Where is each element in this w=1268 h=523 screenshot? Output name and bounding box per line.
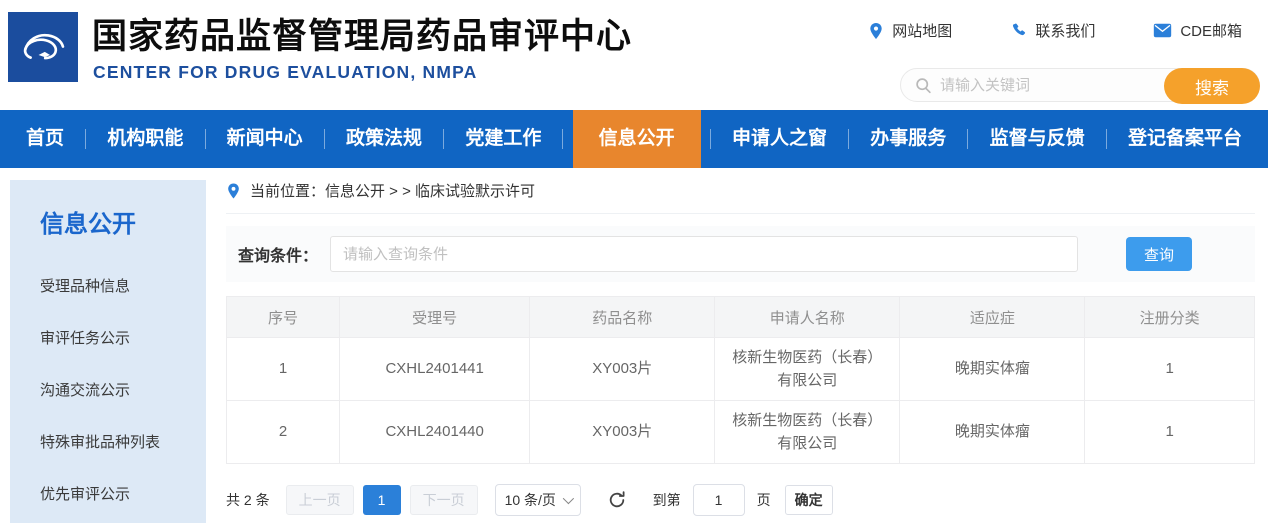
page-unit-label: 页 xyxy=(756,492,771,508)
site-title-chinese: 国家药品监督管理局药品审评中心 xyxy=(92,17,633,56)
table-row-0: 1 CXHL2401441 XY003片 核新生物医药（长春）有限公司 晚期实体瘤 1 xyxy=(225,337,1255,401)
goto-page-label: 到第 xyxy=(652,492,681,508)
column-header-5: 注册分类 xyxy=(1084,296,1255,338)
nav-item-1[interactable]: 机构职能 xyxy=(107,128,184,149)
nav-separator xyxy=(443,129,445,149)
sidebar-items: 受理品种信息审评任务公示沟通交流公示特殊审批品种列表优先审评公示突破性治疗公示 xyxy=(40,261,196,523)
breadcrumb: 当前位置：信息公开 > > 临床试验默示许可 xyxy=(226,168,1255,214)
main-nav: 首页 机构职能 新闻中心 政策法规 党建工作 信息公开 申请人之窗 办事服务 监督与反馈 登记备案… xyxy=(0,110,1268,168)
location-pin-icon xyxy=(228,183,239,198)
query-button[interactable]: 查询 xyxy=(1126,237,1193,271)
nav-item-2[interactable]: 新闻中心 xyxy=(226,128,303,149)
table-cell-1-4: 晚期实体瘤 xyxy=(899,400,1086,464)
mailbox-link[interactable]: CDE邮箱 xyxy=(1153,20,1242,41)
table-cell-1-5: 1 xyxy=(1084,400,1255,464)
sidebar-item-2[interactable]: 沟通交流公示 xyxy=(40,382,131,399)
column-header-0: 序号 xyxy=(225,296,341,338)
location-pin-icon xyxy=(870,22,882,39)
table-cell-1-2: XY003片 xyxy=(529,400,716,464)
sidebar-item-3[interactable]: 特殊审批品种列表 xyxy=(40,434,161,451)
prev-page-button[interactable]: 上一页 xyxy=(285,485,354,515)
goto-page-input[interactable] xyxy=(692,484,745,516)
column-header-1: 受理号 xyxy=(339,296,531,338)
query-bar: 查询条件： 查询 xyxy=(226,226,1255,282)
sidebar-item-1[interactable]: 审评任务公示 xyxy=(40,330,131,347)
page-size-value: 10 条/页 xyxy=(504,492,556,508)
nav-separator xyxy=(709,129,711,149)
sidebar-title: 信息公开 xyxy=(40,211,136,238)
sidebar: 信息公开 受理品种信息审评任务公示沟通交流公示特殊审批品种列表优先审评公示突破性… xyxy=(10,180,206,523)
nav-separator xyxy=(204,129,206,149)
nav-item-0[interactable]: 首页 xyxy=(26,128,65,149)
nav-separator xyxy=(1105,129,1107,149)
chevron-down-icon xyxy=(562,492,574,505)
refresh-icon[interactable] xyxy=(607,490,627,510)
header-quick-links: 网站地图 联系我们 CDE邮箱 xyxy=(868,20,1242,41)
cde-logo xyxy=(8,12,78,82)
nav-separator xyxy=(85,129,87,149)
pagination: 共 2 条 上一页 1 下一页 10 条/页 到第 页 确定 xyxy=(226,484,1255,516)
breadcrumb-label: 当前位置：信息公开 > > 临床试验默示许可 xyxy=(250,183,536,200)
contact-label: 联系我们 xyxy=(1035,23,1096,40)
sidebar-item-4[interactable]: 优先审评公示 xyxy=(40,486,131,503)
current-page-button[interactable]: 1 xyxy=(362,485,401,515)
mailbox-label: CDE邮箱 xyxy=(1180,23,1242,40)
nav-item-5-active[interactable]: 信息公开 xyxy=(572,110,701,168)
sitemap-link[interactable]: 网站地图 xyxy=(868,20,952,41)
column-header-3: 申请人名称 xyxy=(714,296,901,338)
sitemap-label: 网站地图 xyxy=(892,23,953,40)
table-cell-1-3: 核新生物医药（长春）有限公司 xyxy=(714,400,901,464)
table-cell-0-2: XY003片 xyxy=(529,337,716,401)
nav-item-6[interactable]: 申请人之窗 xyxy=(731,128,827,149)
query-input[interactable] xyxy=(330,236,1079,272)
nav-separator xyxy=(967,129,969,149)
page-size-select[interactable]: 10 条/页 xyxy=(494,484,581,516)
table-cell-0-3: 核新生物医药（长春）有限公司 xyxy=(714,337,901,401)
nav-item-3[interactable]: 政策法规 xyxy=(345,128,422,149)
table-row-1: 2 CXHL2401440 XY003片 核新生物医药（长春）有限公司 晚期实体瘤 1 xyxy=(225,400,1255,464)
page-body: 信息公开 受理品种信息审评任务公示沟通交流公示特殊审批品种列表优先审评公示突破性… xyxy=(0,168,1268,523)
nav-item-4[interactable]: 党建工作 xyxy=(465,128,542,149)
site-header: 国家药品监督管理局药品审评中心 CENTER FOR DRUG EVALUATI… xyxy=(0,0,1268,110)
sidebar-item-0[interactable]: 受理品种信息 xyxy=(40,278,131,295)
nav-separator xyxy=(848,129,850,149)
table-cell-0-1: CXHL2401441 xyxy=(339,337,531,401)
envelope-icon xyxy=(1154,23,1172,38)
query-label: 查询条件： xyxy=(238,248,319,265)
nav-separator xyxy=(562,129,564,149)
table-header-row: 序号 受理号 药品名称 申请人名称 适应症 注册分类 xyxy=(225,296,1255,338)
table-cell-0-5: 1 xyxy=(1084,337,1255,401)
column-header-2: 药品名称 xyxy=(529,296,716,338)
results-table: 序号 受理号 药品名称 申请人名称 适应症 注册分类 1 CXHL2401441 XY003片… xyxy=(225,296,1255,464)
table-body: 1 CXHL2401441 XY003片 核新生物医药（长春）有限公司 晚期实体瘤 1 2 C… xyxy=(225,337,1255,464)
site-title-english: CENTER FOR DRUG EVALUATION, NMPA xyxy=(93,62,478,82)
column-header-4: 适应症 xyxy=(899,296,1086,338)
table-cell-0-0: 1 xyxy=(225,337,341,401)
main-content: 当前位置：信息公开 > > 临床试验默示许可 查询条件： 查询 序号受理号药品名… xyxy=(225,168,1255,516)
nav-item-8[interactable]: 监督与反馈 xyxy=(989,128,1085,149)
table-cell-0-4: 晚期实体瘤 xyxy=(899,337,1086,401)
cde-logo-mark xyxy=(23,33,65,60)
table-cell-1-0: 2 xyxy=(225,400,341,464)
nav-item-9[interactable]: 登记备案平台 xyxy=(1127,128,1242,149)
confirm-button[interactable]: 确定 xyxy=(784,485,833,515)
keyword-search-box: 搜索 xyxy=(900,68,1260,104)
nav-separator xyxy=(323,129,325,149)
search-icon xyxy=(916,77,931,93)
phone-icon xyxy=(1013,23,1026,36)
table-cell-1-1: CXHL2401440 xyxy=(339,400,531,464)
search-button[interactable]: 搜索 xyxy=(1164,68,1260,104)
contact-link[interactable]: 联系我们 xyxy=(1010,20,1095,41)
total-count-label: 共 2 条 xyxy=(226,492,270,508)
nav-item-7[interactable]: 办事服务 xyxy=(870,128,947,149)
next-page-button[interactable]: 下一页 xyxy=(409,485,478,515)
